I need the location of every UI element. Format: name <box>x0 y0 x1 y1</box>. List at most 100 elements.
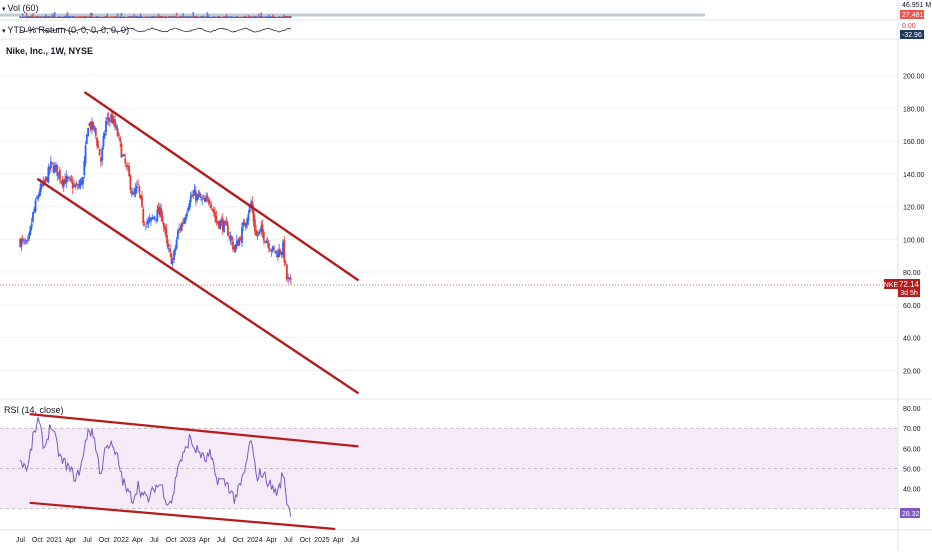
volume-bar <box>188 15 191 18</box>
candle-body <box>214 212 216 218</box>
rsi-tick-label: 60.00 <box>903 446 921 453</box>
volume-bar <box>216 15 219 18</box>
volume-bar <box>211 16 214 18</box>
volume-bar <box>212 16 215 18</box>
candle-body <box>256 235 259 237</box>
volume-current-badge <box>900 10 924 19</box>
volume-bar <box>148 16 151 18</box>
candle-body <box>216 221 219 223</box>
x-tick-label: 2022 <box>113 537 129 544</box>
candle-body <box>25 240 28 242</box>
ytd-pane-label[interactable]: ▾ YTD % Return (0, 0, 0, 0, 0, 0) <box>2 25 129 37</box>
volume-bar <box>28 15 30 18</box>
candle-body <box>233 247 236 250</box>
candle-body <box>142 208 145 224</box>
candle-body <box>183 219 186 224</box>
volume-bar <box>71 15 74 18</box>
x-tick-label: Apr <box>266 537 278 544</box>
volume-bar <box>169 16 171 18</box>
volume-pane-label[interactable]: ▾ Vol (60) <box>2 3 39 15</box>
volume-bar <box>288 16 291 18</box>
candle-body <box>105 120 107 132</box>
candle-body <box>34 200 37 212</box>
last-price-label: 72.14 <box>899 280 920 289</box>
candle-body <box>134 188 137 195</box>
volume-bar <box>147 16 150 18</box>
volume-bar <box>210 16 213 18</box>
volume-bar <box>197 16 200 18</box>
rsi-trendline <box>29 501 336 531</box>
candle-body <box>100 157 102 162</box>
volume-bar <box>170 16 173 18</box>
volume-bar <box>100 16 102 18</box>
candle-body <box>165 228 168 239</box>
candle-body <box>171 261 174 263</box>
candle-body <box>207 199 210 204</box>
collapse-icon[interactable]: ▾ <box>2 28 6 35</box>
candle-body <box>239 238 242 241</box>
candle-body <box>232 241 234 250</box>
rsi-pane-label[interactable]: RSI (14, close) <box>4 405 64 416</box>
candle-body <box>29 226 32 235</box>
volume-bar <box>70 16 73 18</box>
x-tick-label: Jul <box>217 537 226 544</box>
volume-bar <box>165 16 168 18</box>
volume-bar <box>48 15 51 18</box>
volume-bar <box>110 16 112 18</box>
volume-bar <box>184 16 187 18</box>
volume-bar <box>64 15 66 18</box>
candle-body <box>184 217 187 222</box>
candle-body <box>166 239 169 248</box>
ytd-zero-label: 0.00 <box>902 23 916 30</box>
candle-body <box>278 249 281 257</box>
volume-bar <box>128 15 130 18</box>
volume-bar <box>246 16 248 18</box>
volume-bar <box>47 15 50 18</box>
candle-body <box>124 158 127 164</box>
volume-pane-title: Vol (60) <box>7 3 39 13</box>
ytd-zero-badge <box>900 21 920 30</box>
volume-bar <box>191 16 193 18</box>
volume-bar <box>279 16 282 18</box>
volume-bar <box>77 16 79 18</box>
volume-bar <box>214 16 216 18</box>
price-layer <box>0 91 898 395</box>
candle-body <box>103 133 106 137</box>
x-tick-label: Oct <box>300 537 311 544</box>
candle-body <box>276 252 279 258</box>
volume-bar <box>153 16 156 18</box>
volume-bar <box>262 16 265 18</box>
candle-body <box>33 209 36 213</box>
volume-bar <box>202 15 205 18</box>
volume-bar <box>156 16 159 18</box>
candle-body <box>44 176 47 181</box>
collapse-icon[interactable]: ▾ <box>2 6 6 13</box>
volume-bar <box>201 15 204 18</box>
volume-bar <box>230 16 233 18</box>
candle-body <box>192 194 195 196</box>
candle-body <box>43 181 46 183</box>
volume-bar <box>142 16 145 18</box>
candle-body <box>92 121 95 130</box>
rsi-tick-label: 70.00 <box>903 426 921 433</box>
volume-scale-label: 46.951 M <box>902 2 931 9</box>
candle-body <box>152 216 155 220</box>
candle-body <box>242 222 245 227</box>
x-tick-label: Jul <box>150 537 159 544</box>
candle-body <box>202 197 205 199</box>
volume-bar <box>259 16 261 18</box>
candle-body <box>288 277 291 279</box>
candle-body <box>169 248 172 253</box>
volume-bar <box>23 16 25 18</box>
volume-bar <box>198 16 201 18</box>
candle-body <box>191 194 193 197</box>
volume-bar <box>243 15 246 18</box>
x-tick-label: Apr <box>333 537 345 544</box>
price-badge: NKE 72.14 3d 5h <box>884 279 920 297</box>
volume-bar <box>223 15 225 18</box>
volume-bar <box>39 16 42 18</box>
volume-bar <box>256 16 259 18</box>
volume-bar <box>193 16 196 18</box>
